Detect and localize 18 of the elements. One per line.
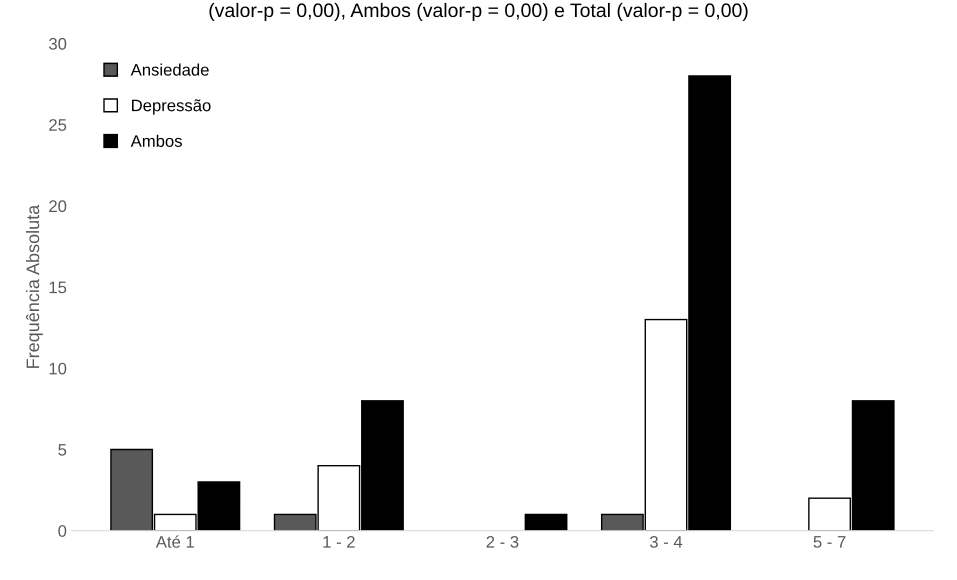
y-axis-title: Frequência Absoluta <box>26 204 43 368</box>
bar <box>524 514 568 531</box>
y-tick-label: 5 <box>58 444 66 456</box>
legend-label: Ansiedade <box>130 63 209 76</box>
y-tick-label: 15 <box>50 282 66 294</box>
x-tick-label: 3 - 4 <box>650 536 682 548</box>
x-tick-label: 2 - 3 <box>486 536 518 548</box>
y-tick-label: 25 <box>49 119 66 131</box>
x-tick-label: 5 - 7 <box>814 536 846 548</box>
x-tick-label: Até 1 <box>156 535 194 548</box>
y-tick-label: 10 <box>50 362 66 375</box>
legend-label: Ambos <box>130 134 182 147</box>
y-tick-label: 0 <box>58 525 66 537</box>
legend-label: Depressão <box>132 99 211 115</box>
y-tick-label: 20 <box>49 200 66 212</box>
y-tick-label: 30 <box>49 38 66 50</box>
x-tick-label: 1 - 2 <box>323 536 355 548</box>
chart-title: (valor-p = 0,00), Ambos (valor-p = 0,00) e Total (valor-p = 0,00) <box>209 2 748 22</box>
